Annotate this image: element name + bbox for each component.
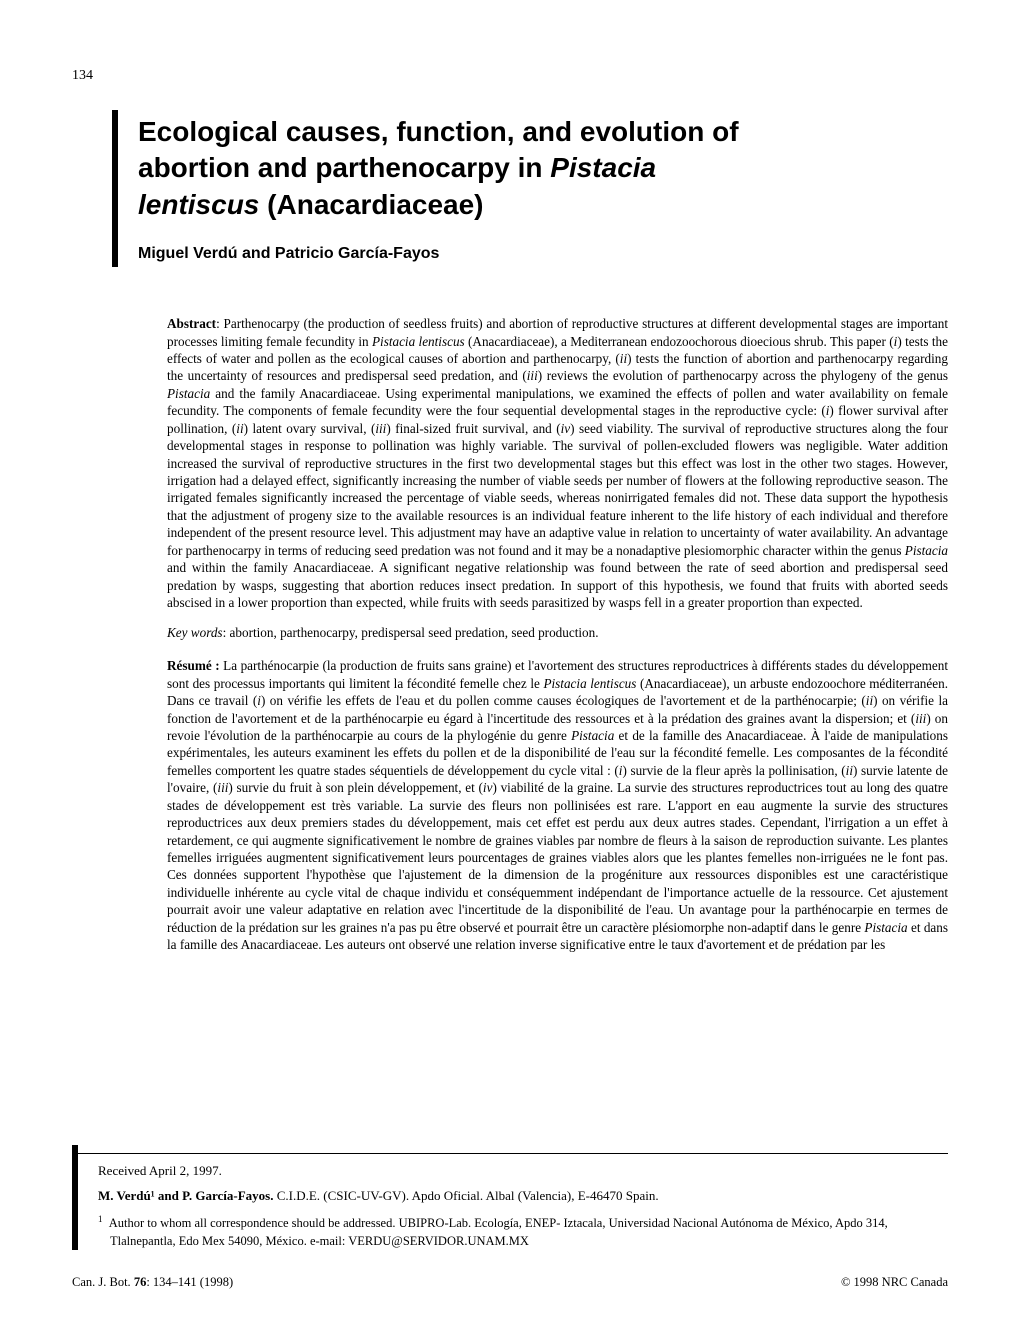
page-number: 134: [72, 68, 93, 84]
title-line-2a: abortion and parthenocarpy in: [138, 152, 550, 183]
footer-block: Received April 2, 1997. M. Verdú¹ and P.…: [72, 1145, 948, 1250]
correspondence-note: 1 Author to whom all correspondence shou…: [98, 1213, 948, 1250]
title-block: Ecological causes, function, and evoluti…: [112, 110, 948, 267]
resume-section: Résumé : La parthénocarpie (la productio…: [167, 657, 948, 953]
abstract-label: Abstract: [167, 316, 216, 331]
authors: Miguel Verdú and Patricio García-Fayos: [138, 245, 948, 263]
body-area: Abstract: Parthenocarpy (the production …: [167, 315, 948, 953]
journal-pages: : 134–141 (1998): [146, 1275, 233, 1289]
article-title: Ecological causes, function, and evoluti…: [138, 114, 948, 223]
title-line-2b: Pistacia: [550, 152, 656, 183]
affil-rest: C.I.D.E. (CSIC-UV-GV). Apdo Oficial. Alb…: [273, 1188, 658, 1203]
title-line-1: Ecological causes, function, and evoluti…: [138, 116, 739, 147]
corr-text: Author to whom all correspondence should…: [109, 1216, 888, 1248]
journal-line: Can. J. Bot. 76: 134–141 (1998) © 1998 N…: [72, 1275, 948, 1290]
resume-text: La parthénocarpie (la production de frui…: [167, 658, 948, 952]
keywords: Key words: abortion, parthenocarpy, pred…: [167, 625, 948, 641]
copyright: © 1998 NRC Canada: [841, 1275, 948, 1290]
title-line-3b: (Anacardiaceae): [259, 189, 483, 220]
received-date: Received April 2, 1997.: [98, 1162, 948, 1180]
note-marker: 1: [98, 1214, 103, 1224]
affil-names: M. Verdú¹ and P. García-Fayos.: [98, 1188, 273, 1203]
resume-label: Résumé :: [167, 658, 220, 673]
journal-name: Can. J. Bot.: [72, 1275, 134, 1289]
footer-rule: [78, 1153, 948, 1154]
journal-vol: 76: [134, 1275, 147, 1289]
abstract-section: Abstract: Parthenocarpy (the production …: [167, 315, 948, 611]
journal-ref: Can. J. Bot. 76: 134–141 (1998): [72, 1275, 233, 1290]
keywords-label: Key words: [167, 625, 223, 640]
title-line-3a: lentiscus: [138, 189, 259, 220]
keywords-text: : abortion, parthenocarpy, predispersal …: [223, 625, 599, 640]
affiliation: M. Verdú¹ and P. García-Fayos. C.I.D.E. …: [98, 1187, 948, 1205]
abstract-text: : Parthenocarpy (the production of seedl…: [167, 316, 948, 610]
